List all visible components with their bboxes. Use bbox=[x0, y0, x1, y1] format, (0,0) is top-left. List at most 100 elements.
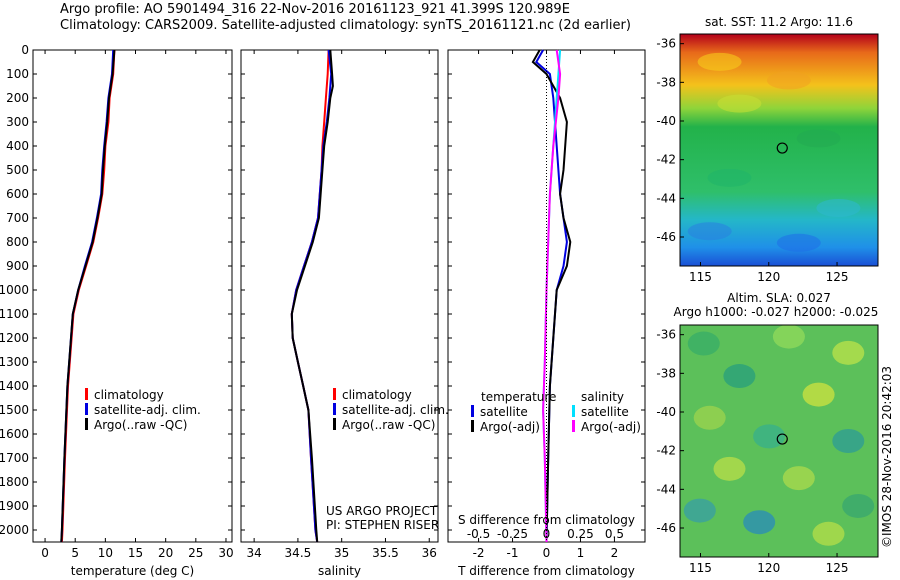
header-subtitle: Climatology: CARS2009. Satellite-adjuste… bbox=[60, 18, 631, 33]
header-title: Argo profile: AO 5901494_316 22-Nov-2016… bbox=[60, 2, 570, 17]
x-tick-label: 125 bbox=[826, 561, 849, 575]
y-tick-label: 700 bbox=[6, 211, 29, 225]
x-tick-label: 0 bbox=[41, 546, 49, 560]
plot-frame bbox=[240, 49, 439, 543]
legend-swatch bbox=[333, 403, 336, 415]
legend-label: satellite-adj. clim. bbox=[94, 403, 201, 417]
y-tick-label: 500 bbox=[6, 163, 29, 177]
annotation-text: US ARGO PROJECT bbox=[326, 504, 438, 518]
x-tick-label: 120 bbox=[757, 561, 780, 575]
y-tick-label: 1200 bbox=[0, 331, 29, 345]
y-tick-label: 1300 bbox=[0, 355, 29, 369]
sst-texture bbox=[776, 233, 821, 252]
legend-label: satellite bbox=[480, 405, 528, 419]
sla-texture bbox=[842, 493, 875, 518]
sla-texture bbox=[723, 364, 756, 389]
sst-texture bbox=[717, 94, 762, 113]
map-frame bbox=[679, 324, 879, 558]
y-tick-label: 1100 bbox=[0, 307, 29, 321]
x-tick-label-top: 0.5 bbox=[605, 527, 624, 541]
x-tick-label: -1 bbox=[507, 546, 519, 560]
sla-texture bbox=[713, 456, 746, 481]
series-line-s-argo bbox=[542, 49, 562, 543]
sla-texture bbox=[687, 331, 720, 356]
y-tick-label: 1900 bbox=[0, 499, 29, 513]
x-tick-label: 25 bbox=[188, 546, 203, 560]
y-tick-label: -36 bbox=[656, 37, 676, 51]
x-tick-label: 35 bbox=[334, 546, 349, 560]
argo-location-marker bbox=[776, 433, 788, 445]
y-tick-label: 200 bbox=[6, 91, 29, 105]
map-subtitle: Argo h1000: -0.027 h2000: -0.025 bbox=[674, 305, 879, 319]
sla-texture bbox=[753, 424, 786, 449]
legend-swatch bbox=[572, 405, 575, 417]
x-tick-label: 1 bbox=[577, 546, 585, 560]
x-tick-label-top: 0.25 bbox=[567, 527, 594, 541]
legend-label: climatology bbox=[342, 388, 412, 402]
y-tick-label: -46 bbox=[656, 230, 676, 244]
x-tick-label: 115 bbox=[689, 270, 712, 284]
y-tick-label: -42 bbox=[656, 153, 676, 167]
legend-swatch bbox=[572, 420, 575, 432]
legend-title: temperature bbox=[481, 390, 556, 404]
series-line-argo bbox=[60, 49, 116, 543]
x-tick-label: 30 bbox=[218, 546, 233, 560]
legend-swatch bbox=[333, 418, 336, 430]
y-tick-label: 400 bbox=[6, 139, 29, 153]
y-tick-label: 1400 bbox=[0, 379, 29, 393]
legend-label: Argo(-adj) bbox=[480, 420, 540, 434]
argo-location-marker bbox=[776, 142, 788, 154]
footer-timestamp: ©IMOS 28-Nov-2016 20:42:03 bbox=[880, 366, 894, 548]
y-tick-label: 1000 bbox=[0, 283, 29, 297]
sst-texture bbox=[687, 222, 732, 241]
x-tick-label: 115 bbox=[689, 561, 712, 575]
x-tick-label: 34.5 bbox=[285, 546, 312, 560]
y-tick-label: -36 bbox=[656, 328, 676, 342]
x-axis-label-top: S difference from climatology bbox=[458, 513, 635, 527]
map-title: Altim. SLA: 0.027 bbox=[727, 291, 831, 305]
x-axis-label: salinity bbox=[318, 564, 361, 578]
sla-texture bbox=[832, 340, 865, 365]
sst-texture bbox=[816, 199, 861, 217]
x-tick-label-top: -0.25 bbox=[497, 527, 528, 541]
legend-swatch bbox=[85, 403, 88, 415]
sla-texture bbox=[683, 498, 716, 523]
y-tick-label: -44 bbox=[656, 482, 676, 496]
sla-texture bbox=[782, 466, 815, 491]
legend-label: satellite bbox=[581, 405, 629, 419]
x-tick-label-top: 0 bbox=[543, 527, 551, 541]
y-tick-label: 1500 bbox=[0, 403, 29, 417]
y-tick-label: 300 bbox=[6, 115, 29, 129]
y-tick-label: 1600 bbox=[0, 427, 29, 441]
x-tick-label: 36 bbox=[422, 546, 437, 560]
y-tick-label: -40 bbox=[656, 114, 676, 128]
legend-swatch bbox=[85, 388, 88, 400]
y-tick-label: -38 bbox=[656, 366, 676, 380]
sla-texture bbox=[772, 325, 805, 349]
sla-texture bbox=[802, 382, 835, 407]
sst-texture bbox=[697, 52, 742, 71]
x-tick-label: 10 bbox=[98, 546, 113, 560]
y-tick-label: -38 bbox=[656, 75, 676, 89]
sla-texture bbox=[743, 510, 776, 535]
legend-swatch bbox=[85, 418, 88, 430]
y-tick-label: 900 bbox=[6, 259, 29, 273]
y-tick-label: 2000 bbox=[0, 523, 29, 537]
series-line-t-argo bbox=[531, 49, 572, 543]
sla-texture bbox=[832, 429, 865, 453]
y-tick-label: 600 bbox=[6, 187, 29, 201]
x-tick-label: 20 bbox=[158, 546, 173, 560]
y-tick-label: 1800 bbox=[0, 475, 29, 489]
y-tick-label: -42 bbox=[656, 444, 676, 458]
sst-texture bbox=[796, 129, 841, 148]
x-tick-label: 2 bbox=[611, 546, 619, 560]
x-tick-label: 34 bbox=[246, 546, 261, 560]
y-tick-label: 1700 bbox=[0, 451, 29, 465]
map-title: sat. SST: 11.2 Argo: 11.6 bbox=[705, 15, 853, 29]
legend-label: climatology bbox=[94, 388, 164, 402]
x-tick-label: 35.5 bbox=[372, 546, 399, 560]
series-line-argo bbox=[290, 49, 334, 543]
legend-title: salinity bbox=[581, 390, 624, 404]
x-tick-label-top: -0.5 bbox=[467, 527, 490, 541]
